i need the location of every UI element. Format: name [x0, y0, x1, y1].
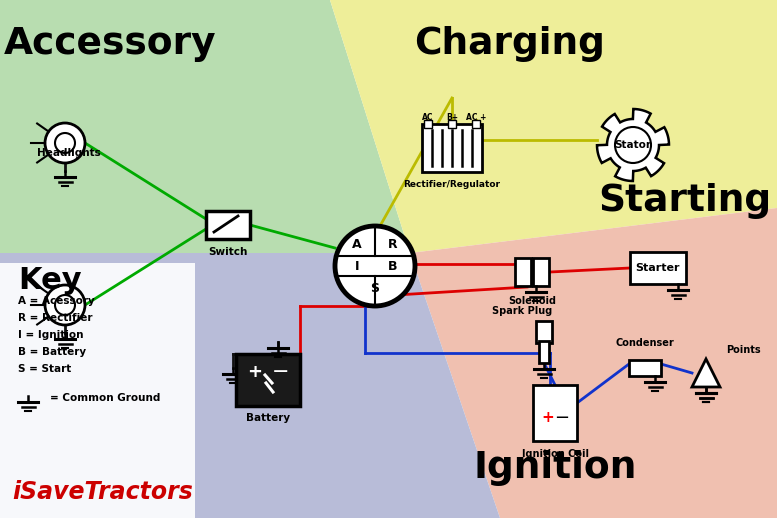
Text: +: + [248, 363, 263, 381]
Circle shape [55, 295, 75, 315]
Text: B: B [388, 260, 398, 272]
Bar [448, 120, 456, 128]
Text: S: S [371, 281, 379, 295]
Text: Charging: Charging [415, 26, 605, 62]
Text: I = Ignition: I = Ignition [18, 330, 83, 340]
Bar [236, 354, 300, 406]
Text: S = Start: S = Start [18, 364, 71, 374]
Text: −: − [555, 409, 570, 427]
Text: Ignition Coil: Ignition Coil [521, 449, 588, 459]
Text: Battery: Battery [246, 413, 290, 423]
Text: B = Battery: B = Battery [18, 347, 86, 357]
Text: −: − [272, 362, 290, 382]
Polygon shape [410, 208, 777, 518]
Text: A = Acessory: A = Acessory [18, 296, 95, 306]
Text: = Common Ground: = Common Ground [50, 393, 160, 403]
Text: Accessory: Accessory [4, 26, 216, 62]
Polygon shape [692, 359, 720, 387]
Bar [533, 385, 577, 441]
Bar [629, 360, 661, 376]
Text: R: R [388, 237, 398, 251]
Text: Rectifier/Regulator: Rectifier/Regulator [403, 180, 500, 189]
Polygon shape [0, 253, 500, 518]
Bar [422, 124, 482, 172]
Text: Spark Plug: Spark Plug [492, 306, 552, 316]
Bar [515, 258, 531, 286]
Circle shape [55, 133, 75, 153]
Bar [533, 258, 549, 286]
Bar [0, 263, 195, 518]
Text: Key: Key [18, 266, 82, 295]
Polygon shape [330, 0, 777, 253]
Bar [472, 120, 480, 128]
Text: Stator: Stator [615, 140, 651, 150]
Text: Headlights: Headlights [37, 148, 101, 158]
Text: +: + [542, 410, 554, 425]
Text: AC +: AC + [466, 113, 486, 122]
Bar [539, 341, 549, 363]
Text: Switch: Switch [208, 247, 248, 257]
Text: Starting: Starting [598, 183, 772, 219]
Text: A: A [352, 237, 362, 251]
Bar [424, 120, 432, 128]
Circle shape [615, 127, 651, 163]
Circle shape [45, 123, 85, 163]
Text: iSaveTractors: iSaveTractors [12, 480, 193, 504]
Bar [630, 252, 686, 284]
Polygon shape [0, 0, 410, 253]
Text: I: I [355, 260, 359, 272]
Text: Condenser: Condenser [615, 338, 674, 348]
Text: Starter: Starter [636, 263, 680, 273]
Text: AC: AC [422, 113, 434, 122]
Polygon shape [597, 109, 669, 181]
Text: Solenoid: Solenoid [508, 296, 556, 306]
Bar [536, 321, 552, 343]
Circle shape [45, 285, 85, 325]
Text: Points: Points [726, 345, 761, 355]
Text: B+: B+ [446, 113, 458, 122]
Text: Ignition: Ignition [473, 450, 636, 486]
Circle shape [335, 226, 415, 306]
Text: R = Rectifier: R = Rectifier [18, 313, 92, 323]
Bar [206, 211, 250, 239]
